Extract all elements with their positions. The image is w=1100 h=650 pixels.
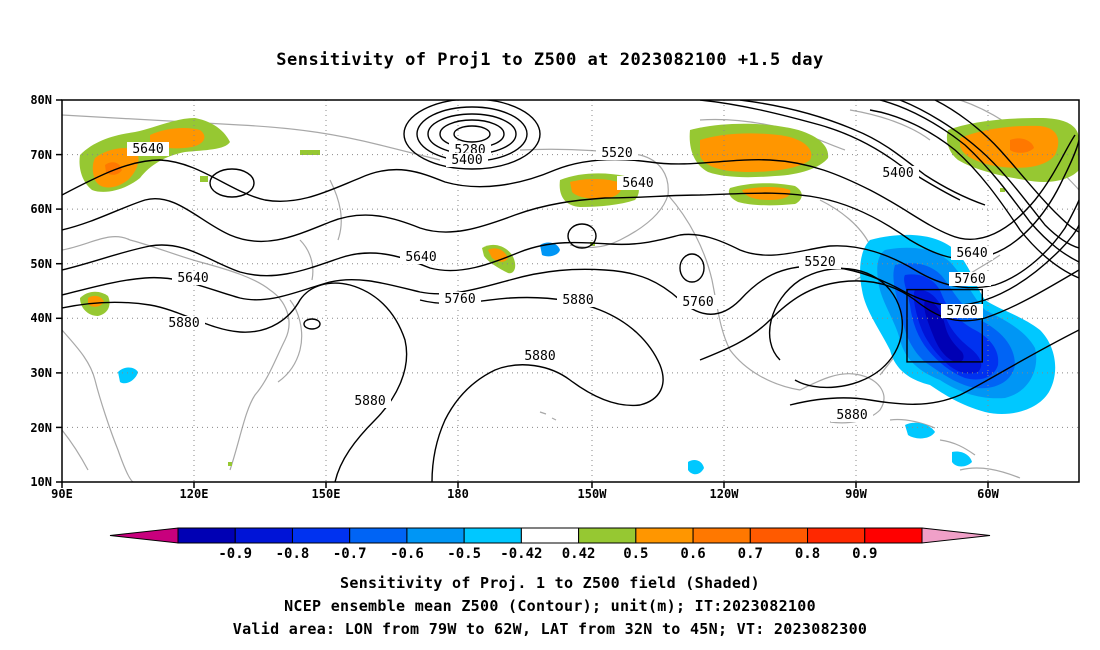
colorbar-swatch [864,527,923,544]
colorbar-swatch [406,527,465,544]
valid-area-box [906,288,984,363]
caption-line-3: Valid area: LON from 79W to 62W, LAT fro… [232,620,868,638]
coastlines [62,100,1079,482]
lat-label: 60N [30,202,52,216]
contour-label: 5400 [446,153,488,168]
colorbar-tick-label: -0.7 [333,546,367,562]
colorbar-tick-label: -0.9 [218,546,252,562]
contour-label-text: 5760 [946,304,977,319]
contour-label-text: 5640 [622,176,653,191]
longitude-labels: 90E 120E 150E 180 150W 120W 90W 60W [51,487,999,501]
colorbar-swatch [463,527,522,544]
contour-label-text: 5880 [168,316,199,331]
contour-label-text: 5400 [882,166,913,181]
colorbar-swatch [692,527,751,544]
colorbar-swatch [177,527,236,544]
colorbar-tick-label: -0.8 [276,546,310,562]
lat-label: 10N [30,475,52,489]
lat-label: 80N [30,93,52,107]
contour-label-text: 5760 [954,272,985,287]
colorbar: -0.9 -0.8 -0.7 -0.6 -0.5 -0.42 0.42 0.5 0.6 0.7 0.… [109,527,991,562]
contour-label: 5640 [172,271,214,286]
colorbar-tick-label: 0.6 [680,546,705,562]
colorbar-tick-label: 0.42 [562,546,596,562]
contour-label-text: 5640 [405,250,436,265]
lon-label: 90E [51,487,73,501]
contour-label-text: 5640 [956,246,987,261]
contour-label-text: 5760 [444,292,475,307]
colorbar-swatch [291,527,351,544]
contour-label: 5760 [677,295,719,310]
lat-label: 70N [30,148,52,162]
lon-label: 180 [447,487,469,501]
colorbar-swatch [349,527,408,544]
colorbar-min-extension [109,527,179,544]
lat-label: 20N [30,421,52,435]
colorbar-swatch [520,527,580,544]
colorbar-tick-label: 0.7 [738,546,763,562]
contour-label: 5880 [163,316,205,331]
latitude-labels: 80N 70N 60N 50N 40N 30N 20N 10N [30,93,52,489]
lat-label: 40N [30,311,52,325]
colorbar-swatch [635,527,694,544]
contour-label-text: 5880 [354,394,385,409]
caption-line-2: NCEP ensemble mean Z500 (Contour); unit(… [284,597,816,615]
lon-label: 150W [578,487,608,501]
contour-label: 5640 [617,176,659,191]
contour-label: 5640 [400,250,442,265]
contour-label: 5880 [519,349,561,364]
contour-label: 5880 [557,293,599,308]
contour-label: 5520 [799,255,841,270]
colorbar-tick-label: -0.6 [390,546,424,562]
colorbar-swatch [807,527,866,544]
contour-label: 5520 [596,146,638,161]
contour-label-text: 5520 [804,255,835,270]
caption-line-1: Sensitivity of Proj. 1 to Z500 field (Sh… [340,574,760,592]
colorbar-tick-label: -0.5 [447,546,481,562]
colorbar-tick-label: 0.8 [795,546,820,562]
contour-label: 5760 [941,304,983,319]
contour-label-text: 5880 [524,349,555,364]
colorbar-tick-label: 0.5 [623,546,648,562]
lat-label: 50N [30,257,52,271]
colorbar-swatch [749,527,809,544]
contour-label-text: 5760 [682,295,713,310]
contour-label: 5760 [439,292,481,307]
lon-label: 150E [312,487,341,501]
z500-contours [62,100,1079,482]
contour-label: 5760 [949,272,991,287]
contour-label-text: 5640 [177,271,208,286]
colorbar-swatch [234,527,293,544]
plot-frame [61,99,1080,483]
colorbar-max-extension [921,527,991,544]
contour-label: 5880 [349,394,391,409]
colorbar-tick-label: -0.42 [500,546,542,562]
tick-marks [56,99,989,488]
contour-label: 5640 [127,142,169,157]
contour-label: 5640 [951,246,993,261]
contour-label-text: 5880 [562,293,593,308]
lon-label: 120W [710,487,740,501]
lon-label: 120E [180,487,209,501]
lon-label: 60W [977,487,999,501]
contour-label: 5400 [877,166,919,181]
contour-label-text: 5400 [451,153,482,168]
map-title: Sensitivity of Proj1 to Z500 at 20230821… [276,50,824,70]
lon-label: 90W [845,487,867,501]
lat-label: 30N [30,366,52,380]
contour-label: 5880 [831,408,873,423]
colorbar-swatch [578,527,637,544]
contour-label-text: 5880 [836,408,867,423]
contour-label-text: 5520 [601,146,632,161]
contour-label-text: 5640 [132,142,163,157]
colorbar-tick-label: 0.9 [852,546,877,562]
grid-lines [62,100,1079,482]
